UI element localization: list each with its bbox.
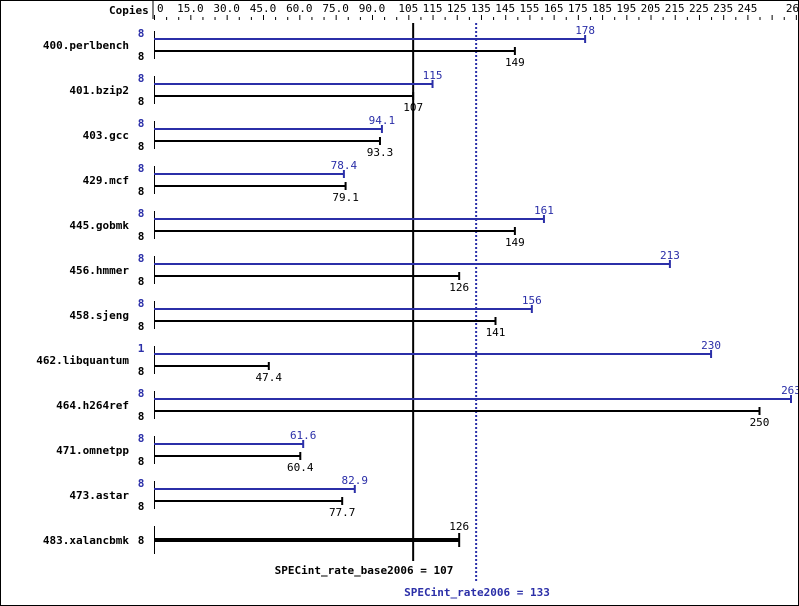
base-value-label: 77.7 [329, 506, 356, 519]
peak-value-label: 263 [781, 384, 798, 397]
peak-copies: 8 [138, 252, 145, 265]
x-tick-label: 105 [398, 2, 418, 15]
x-tick-label: 115 [423, 2, 443, 15]
x-tick-label: 205 [641, 2, 661, 15]
base-copies: 8 [138, 534, 145, 547]
x-tick-label: 265 [786, 2, 798, 15]
benchmark-label: 401.bzip2 [69, 84, 129, 97]
base-copies: 8 [138, 320, 145, 333]
base-value-label: 126 [449, 520, 469, 533]
base-copies: 8 [138, 95, 145, 108]
peak-copies: 8 [138, 117, 145, 130]
peak-copies: 8 [138, 297, 145, 310]
base-value-label: 149 [505, 236, 525, 249]
base-value-label: 47.4 [256, 371, 283, 384]
benchmark-label: 456.hmmer [69, 264, 129, 277]
x-tick-label: 145 [495, 2, 515, 15]
base-value-label: 250 [750, 416, 770, 429]
base-copies: 8 [138, 500, 145, 513]
peak-copies: 8 [138, 207, 145, 220]
x-tick-label: 185 [592, 2, 612, 15]
x-tick-label: 0 [157, 2, 164, 15]
base-copies: 8 [138, 230, 145, 243]
base-value-label: 60.4 [287, 461, 314, 474]
base-copies: 8 [138, 140, 145, 153]
peak-value-label: 115 [423, 69, 443, 82]
benchmark-label: 429.mcf [83, 174, 129, 187]
base-summary-label: SPECint_rate_base2006 = 107 [275, 564, 454, 577]
copies-header: Copies [109, 4, 149, 17]
peak-copies: 8 [138, 72, 145, 85]
x-tick-label: 90.0 [359, 2, 386, 15]
peak-copies: 8 [138, 27, 145, 40]
benchmark-label: 400.perlbench [43, 39, 129, 52]
base-value-label: 107 [403, 101, 423, 114]
base-copies: 8 [138, 455, 145, 468]
base-bar [154, 538, 460, 542]
x-tick-label: 225 [689, 2, 709, 15]
x-tick-label: 195 [616, 2, 636, 15]
x-tick-label: 175 [568, 2, 588, 15]
peak-value-label: 213 [660, 249, 680, 262]
benchmark-label: 473.astar [69, 489, 129, 502]
peak-value-label: 156 [522, 294, 542, 307]
peak-value-label: 230 [701, 339, 721, 352]
base-value-label: 141 [486, 326, 506, 339]
base-value-label: 79.1 [332, 191, 359, 204]
x-tick-label: 45.0 [250, 2, 277, 15]
peak-value-label: 78.4 [331, 159, 358, 172]
peak-value-label: 94.1 [369, 114, 396, 127]
benchmark-label: 464.h264ref [56, 399, 129, 412]
benchmark-label: 403.gcc [83, 129, 129, 142]
peak-value-label: 82.9 [342, 474, 369, 487]
benchmark-label: 483.xalancbmk [43, 534, 129, 547]
x-tick-label: 15.0 [177, 2, 204, 15]
x-tick-label: 60.0 [286, 2, 313, 15]
x-tick-label: 75.0 [322, 2, 349, 15]
peak-copies: 8 [138, 432, 145, 445]
peak-copies: 8 [138, 387, 145, 400]
peak-value-label: 161 [534, 204, 554, 217]
base-value-label: 149 [505, 56, 525, 69]
peak-copies: 8 [138, 477, 145, 490]
base-value-label: 126 [449, 281, 469, 294]
benchmark-label: 471.omnetpp [56, 444, 129, 457]
x-tick-label: 30.0 [213, 2, 240, 15]
peak-value-label: 61.6 [290, 429, 317, 442]
base-copies: 8 [138, 275, 145, 288]
x-tick-label: 125 [447, 2, 467, 15]
x-tick-label: 165 [544, 2, 564, 15]
benchmark-label: 458.sjeng [69, 309, 129, 322]
base-copies: 8 [138, 185, 145, 198]
base-copies: 8 [138, 365, 145, 378]
x-tick-label: 155 [519, 2, 539, 15]
peak-value-label: 178 [575, 24, 595, 37]
x-tick-label: 245 [737, 2, 757, 15]
base-copies: 8 [138, 50, 145, 63]
base-value-label: 93.3 [367, 146, 394, 159]
x-tick-label: 215 [665, 2, 685, 15]
base-copies: 8 [138, 410, 145, 423]
peak-copies: 8 [138, 162, 145, 175]
x-tick-label: 235 [713, 2, 733, 15]
benchmark-label: 445.gobmk [69, 219, 129, 232]
benchmark-label: 462.libquantum [36, 354, 129, 367]
x-tick-label: 135 [471, 2, 491, 15]
peak-summary-label: SPECint_rate2006 = 133 [404, 586, 550, 599]
peak-copies: 1 [138, 342, 145, 355]
